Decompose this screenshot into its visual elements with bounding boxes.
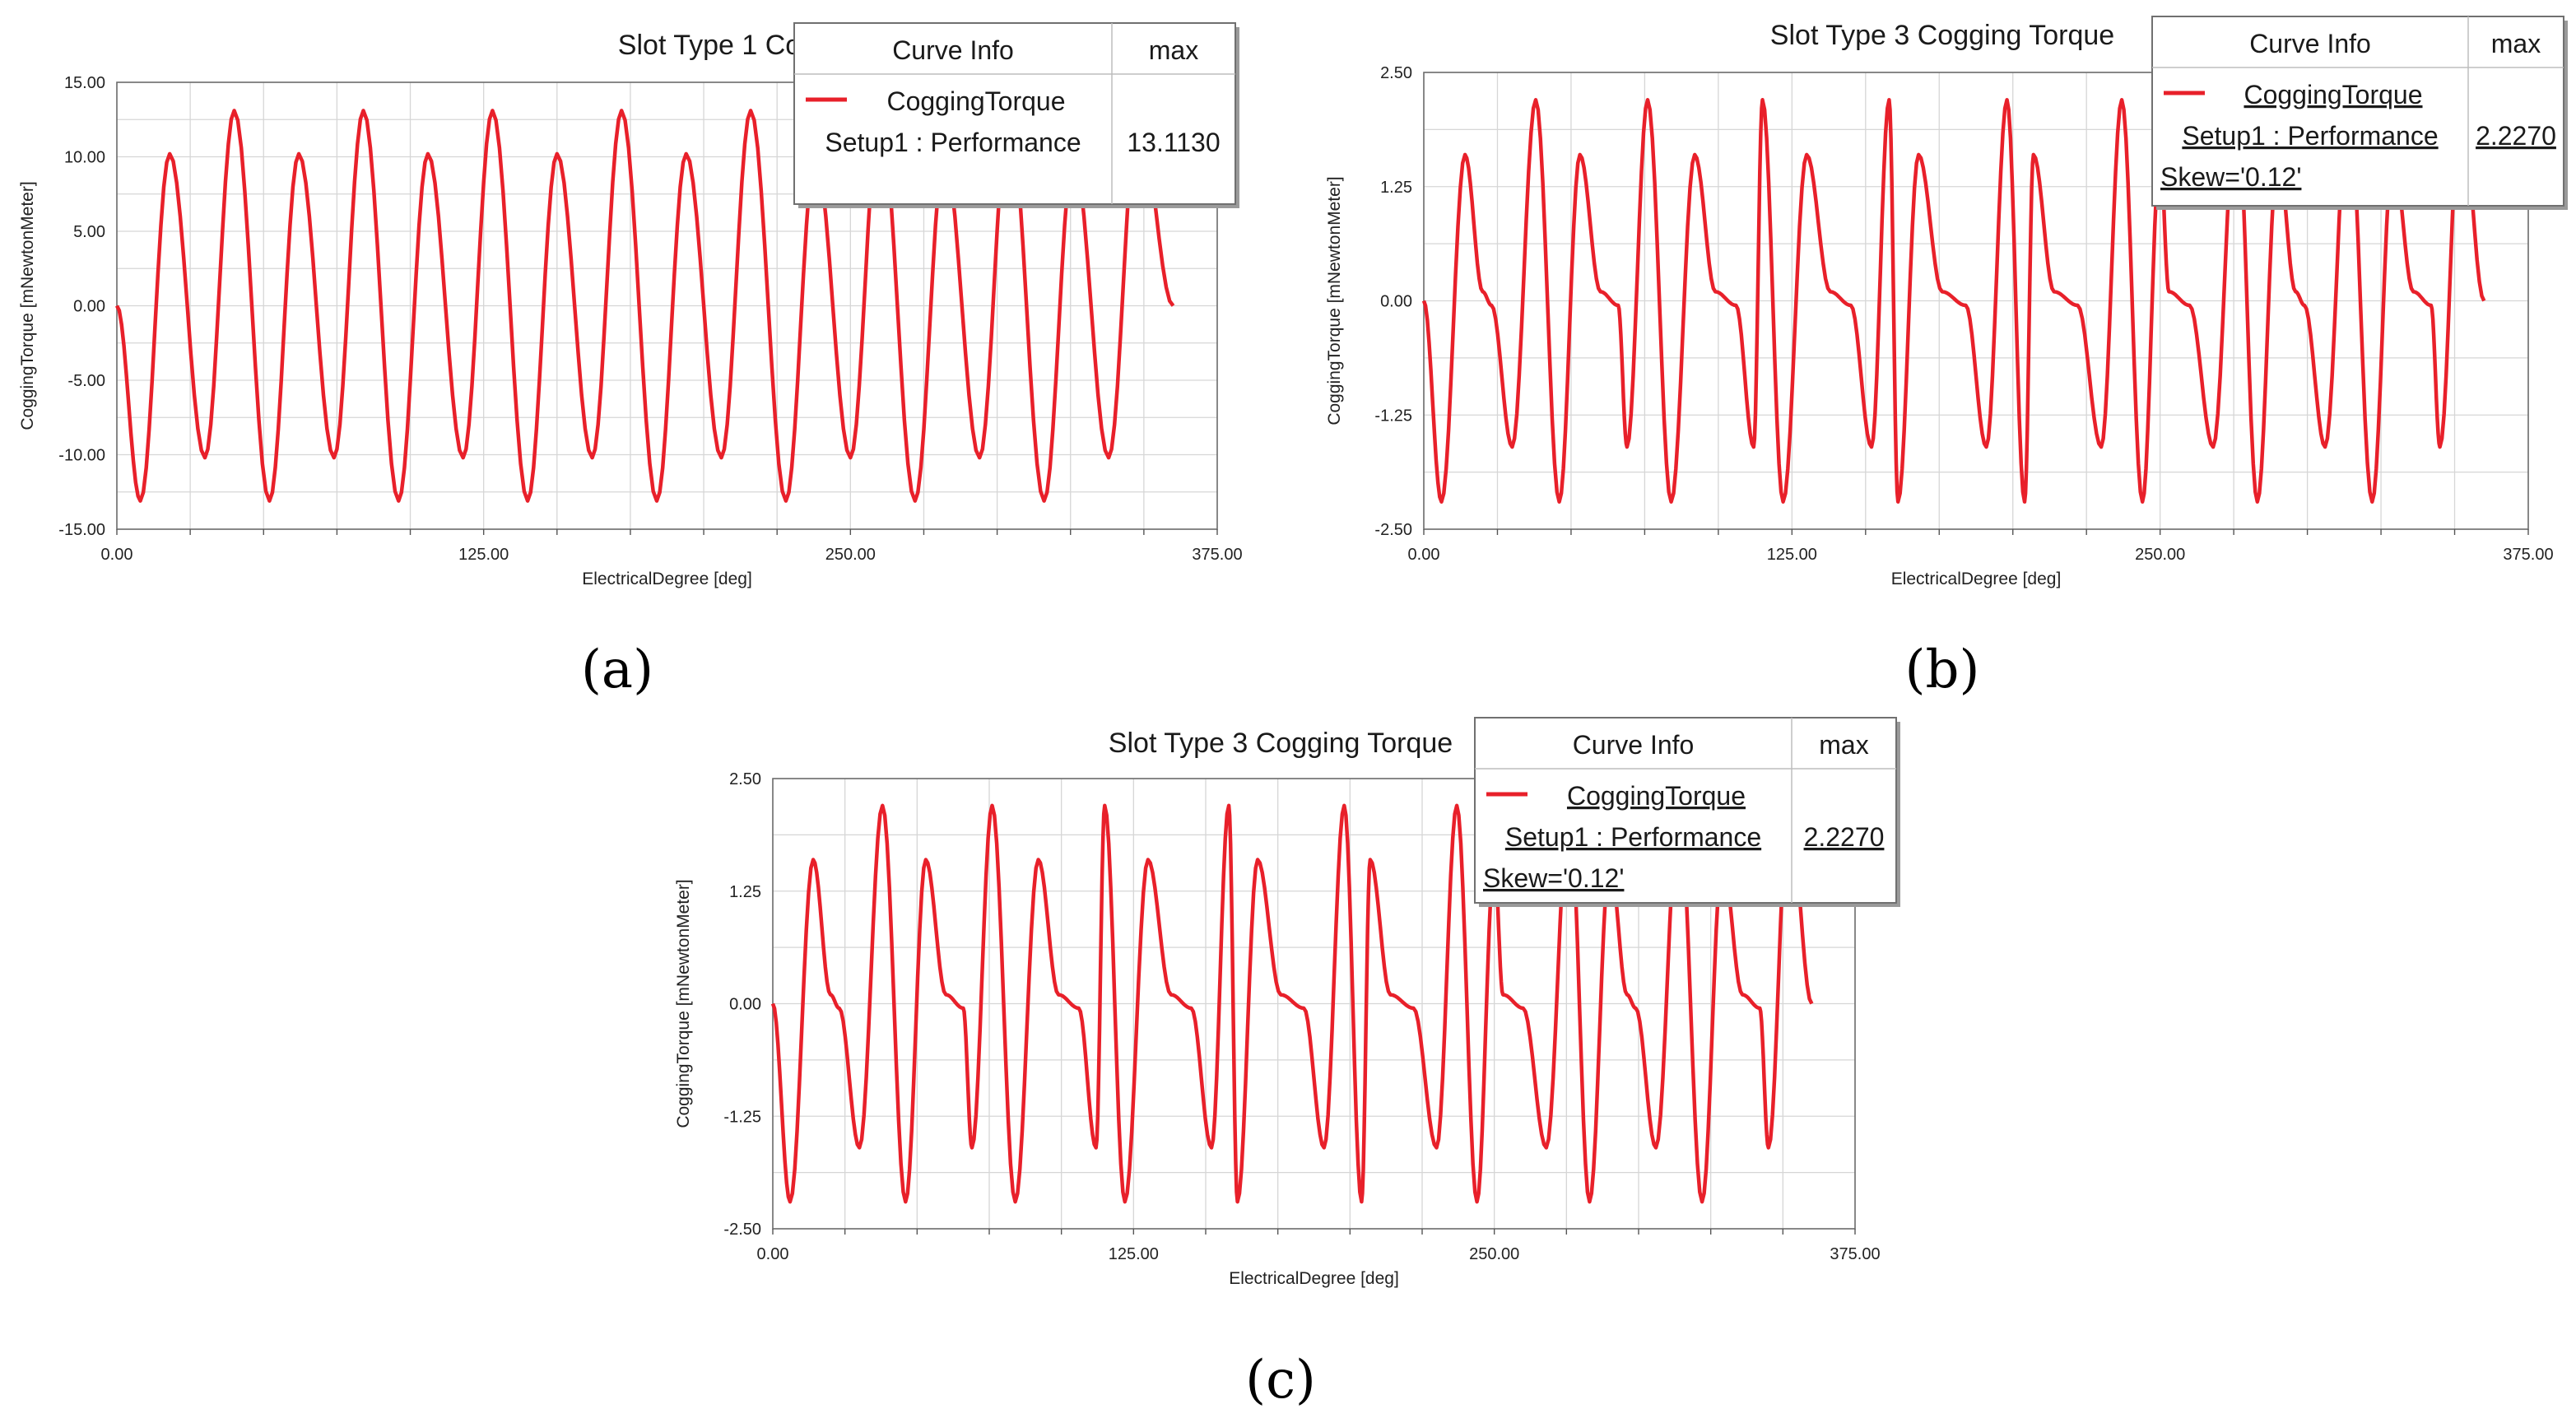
y-tick-label: -10.00 bbox=[58, 447, 105, 465]
legend-header-curve-info: Curve Info bbox=[2249, 29, 2371, 58]
y-tick-label: 0.00 bbox=[1380, 293, 1412, 311]
y-tick-label: -1.25 bbox=[1374, 407, 1412, 425]
y-tick-label: 5.00 bbox=[73, 223, 105, 241]
x-tick-label: 375.00 bbox=[2503, 546, 2553, 564]
y-tick-label: 0.00 bbox=[729, 996, 761, 1014]
y-axis-label: CoggingTorque [mNewtonMeter] bbox=[1325, 176, 1344, 425]
y-tick-label: 1.25 bbox=[1380, 179, 1412, 197]
chart-title: Slot Type 3 Cogging Torque bbox=[1770, 20, 2114, 51]
legend-row-label: Skew='0.12' bbox=[1483, 863, 1624, 893]
y-tick-label: -1.25 bbox=[723, 1108, 761, 1126]
y-tick-label: 2.50 bbox=[1380, 64, 1412, 82]
legend-row-label: Setup1 : Performance bbox=[2182, 121, 2438, 151]
panel-label: (a) bbox=[581, 639, 653, 700]
y-tick-label: 10.00 bbox=[64, 149, 105, 167]
y-axis-label: CoggingTorque [mNewtonMeter] bbox=[674, 879, 693, 1128]
legend-row-label: CoggingTorque bbox=[2244, 80, 2422, 109]
y-tick-label: 0.00 bbox=[73, 298, 105, 316]
x-tick-label: 250.00 bbox=[825, 546, 876, 564]
y-tick-label: 1.25 bbox=[729, 883, 761, 901]
y-axis-label: CoggingTorque [mNewtonMeter] bbox=[18, 181, 37, 430]
legend-header-curve-info: Curve Info bbox=[1573, 730, 1695, 760]
chart-panel-1: 0.00 125.00 250.00 375.00 15.00 10.00 5.00 0.00… bbox=[18, 22, 1243, 700]
x-axis-label: ElectricalDegree [deg] bbox=[1891, 570, 2062, 588]
y-tick-label: 2.50 bbox=[729, 770, 761, 788]
x-tick-label: 375.00 bbox=[1830, 1245, 1880, 1263]
legend-box bbox=[2151, 16, 2564, 207]
panel-label: (c) bbox=[1245, 1350, 1316, 1411]
panel-label: (b) bbox=[1905, 639, 1980, 700]
y-tick-label: 15.00 bbox=[64, 74, 105, 92]
chart-title: Slot Type 3 Cogging Torque bbox=[1109, 728, 1453, 759]
legend-header-curve-info: Curve Info bbox=[892, 35, 1014, 65]
curve-info-legend: Curve Info max CoggingTorque Setup1 : Perfo… bbox=[2151, 16, 2568, 210]
x-tick-label: 125.00 bbox=[1767, 546, 1817, 564]
x-tick-label: 0.00 bbox=[1408, 546, 1440, 564]
y-tick-label: -5.00 bbox=[67, 372, 105, 390]
y-tick-label: -15.00 bbox=[58, 521, 105, 539]
curve-info-legend: Curve Info max CoggingTorque Setup1 : Perfo… bbox=[793, 22, 1239, 208]
x-tick-label: 0.00 bbox=[101, 546, 133, 564]
y-tick-label: -2.50 bbox=[723, 1221, 761, 1239]
series-line-coggingtorque bbox=[1421, 98, 2486, 504]
chart-panel-3: 0.00 125.00 250.00 375.00 2.50 1.25 0.00 -1.25 -… bbox=[674, 717, 1900, 1411]
x-tick-label: 125.00 bbox=[1109, 1245, 1159, 1263]
x-axis-label: ElectricalDegree [deg] bbox=[1229, 1269, 1399, 1288]
legend-max-value: 2.2270 bbox=[2476, 121, 2556, 151]
legend-max-value: 2.2270 bbox=[1804, 822, 1885, 852]
legend-max-value: 13.1130 bbox=[1127, 128, 1220, 157]
x-tick-label: 0.00 bbox=[757, 1245, 789, 1263]
legend-row-label: CoggingTorque bbox=[1567, 781, 1746, 811]
legend-row-label: Setup1 : Performance bbox=[1505, 822, 1761, 852]
y-tick-label: -2.50 bbox=[1374, 521, 1412, 539]
x-tick-label: 250.00 bbox=[2135, 546, 2185, 564]
legend-row-label: Skew='0.12' bbox=[2160, 162, 2301, 192]
x-tick-label: 250.00 bbox=[1469, 1245, 1519, 1263]
legend-row-label: Setup1 : Performance bbox=[825, 128, 1081, 157]
legend-box bbox=[1474, 717, 1897, 904]
x-tick-label: 375.00 bbox=[1192, 546, 1242, 564]
legend-header-max: max bbox=[1149, 35, 1198, 65]
legend-box bbox=[793, 22, 1236, 205]
legend-row-label: CoggingTorque bbox=[886, 86, 1065, 116]
x-tick-label: 125.00 bbox=[458, 546, 509, 564]
x-axis-label: ElectricalDegree [deg] bbox=[582, 570, 752, 588]
legend-header-max: max bbox=[1819, 730, 1868, 760]
chart-panel-2: 0.00 125.00 250.00 375.00 2.50 1.25 0.00 -1.25 -… bbox=[1325, 16, 2568, 700]
legend-header-max: max bbox=[2491, 29, 2541, 58]
curve-info-legend: Curve Info max CoggingTorque Setup1 : Perfo… bbox=[1474, 717, 1900, 907]
series-line-coggingtorque bbox=[770, 803, 1814, 1204]
series-line-coggingtorque bbox=[114, 109, 1175, 503]
